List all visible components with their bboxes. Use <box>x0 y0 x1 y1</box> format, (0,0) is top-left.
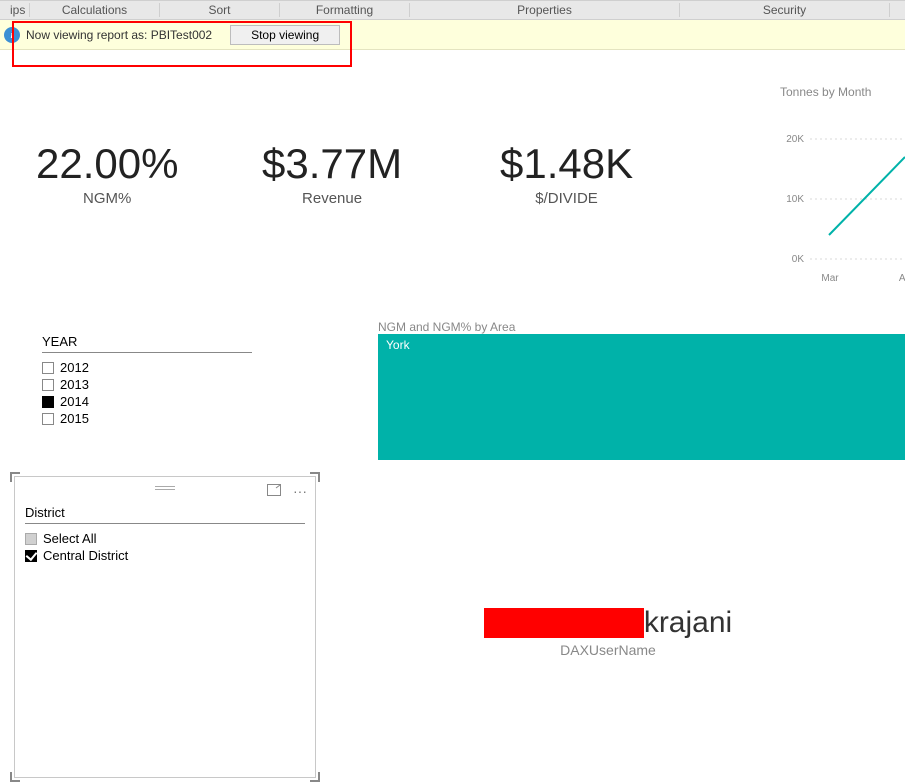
kpi-card: $3.77M Revenue <box>262 140 402 207</box>
year-slicer[interactable]: YEAR 2012 2013 2014 2015 <box>42 334 252 427</box>
district-slicer[interactable]: ··· District Select All Central District <box>14 476 316 778</box>
ngm-chart-title: NGM and NGM% by Area <box>378 320 905 334</box>
visual-header: ··· <box>15 477 315 505</box>
more-options-icon[interactable]: ··· <box>293 483 307 499</box>
ribbon-tab[interactable]: Properties <box>410 3 680 17</box>
report-canvas: 22.00% NGM% $3.77M Revenue $1.48K $/DIVIDE… <box>0 50 905 777</box>
selection-corner <box>10 472 20 482</box>
kpi-value: $1.48K <box>500 140 633 188</box>
tonnes-by-month-chart: Tonnes by Month 0K 10K 20K Mar Ap <box>780 85 905 302</box>
selection-corner <box>310 772 320 782</box>
ribbon-tabs: ipsCalculationsSortFormattingPropertiesS… <box>0 0 905 20</box>
district-option[interactable]: Select All <box>25 530 305 547</box>
kpi-card: $1.48K $/DIVIDE <box>500 140 633 207</box>
svg-text:Ap: Ap <box>899 273 905 284</box>
username-label: DAXUserName <box>378 642 838 658</box>
notice-text: Now viewing report as: PBITest002 <box>26 28 212 42</box>
redacted-segment <box>484 608 644 638</box>
selection-corner <box>310 472 320 482</box>
ngm-area-label: York <box>386 338 410 352</box>
ribbon-tab[interactable]: Formatting <box>280 3 410 17</box>
year-option[interactable]: 2015 <box>42 410 252 427</box>
selection-corner <box>10 772 20 782</box>
district-label: Central District <box>43 548 128 563</box>
year-label: 2012 <box>60 360 89 375</box>
focus-mode-icon[interactable] <box>267 483 281 499</box>
checkbox-icon <box>42 396 54 408</box>
district-slicer-title: District <box>25 505 305 524</box>
year-option[interactable]: 2014 <box>42 393 252 410</box>
svg-text:20K: 20K <box>786 134 804 145</box>
kpi-label: NGM% <box>36 190 178 207</box>
line-chart-title: Tonnes by Month <box>780 85 905 99</box>
district-label: Select All <box>43 531 96 546</box>
year-label: 2014 <box>60 394 89 409</box>
stop-viewing-button[interactable]: Stop viewing <box>230 25 340 45</box>
ribbon-tab[interactable]: Security <box>680 3 890 17</box>
kpi-label: $/DIVIDE <box>500 190 633 207</box>
year-label: 2015 <box>60 411 89 426</box>
checkbox-icon <box>42 413 54 425</box>
ngm-area-block[interactable]: York <box>378 334 905 460</box>
district-option[interactable]: Central District <box>25 547 305 564</box>
year-label: 2013 <box>60 377 89 392</box>
year-option[interactable]: 2013 <box>42 376 252 393</box>
year-option[interactable]: 2012 <box>42 359 252 376</box>
svg-text:Mar: Mar <box>821 273 839 284</box>
kpi-label: Revenue <box>262 190 402 207</box>
svg-text:0K: 0K <box>792 254 805 265</box>
kpi-value: 22.00% <box>36 140 178 188</box>
info-icon: i <box>4 27 20 43</box>
year-slicer-title: YEAR <box>42 334 252 353</box>
username-value: krajani <box>644 606 732 640</box>
drag-handle-icon[interactable] <box>155 484 175 492</box>
kpi-card: 22.00% NGM% <box>36 140 178 207</box>
ribbon-tab[interactable]: ips <box>0 3 30 17</box>
view-as-notice-bar: i Now viewing report as: PBITest002 Stop… <box>0 20 905 50</box>
checkbox-icon <box>25 550 37 562</box>
checkbox-icon <box>25 533 37 545</box>
kpi-value: $3.77M <box>262 140 402 188</box>
checkbox-icon <box>42 362 54 374</box>
ribbon-tab[interactable]: Calculations <box>30 3 160 17</box>
svg-text:10K: 10K <box>786 194 804 205</box>
ribbon-tab[interactable]: Sort <box>160 3 280 17</box>
ngm-by-area-chart: NGM and NGM% by Area York <box>378 320 905 460</box>
dax-username-card: krajani DAXUserName <box>378 606 838 658</box>
checkbox-icon <box>42 379 54 391</box>
